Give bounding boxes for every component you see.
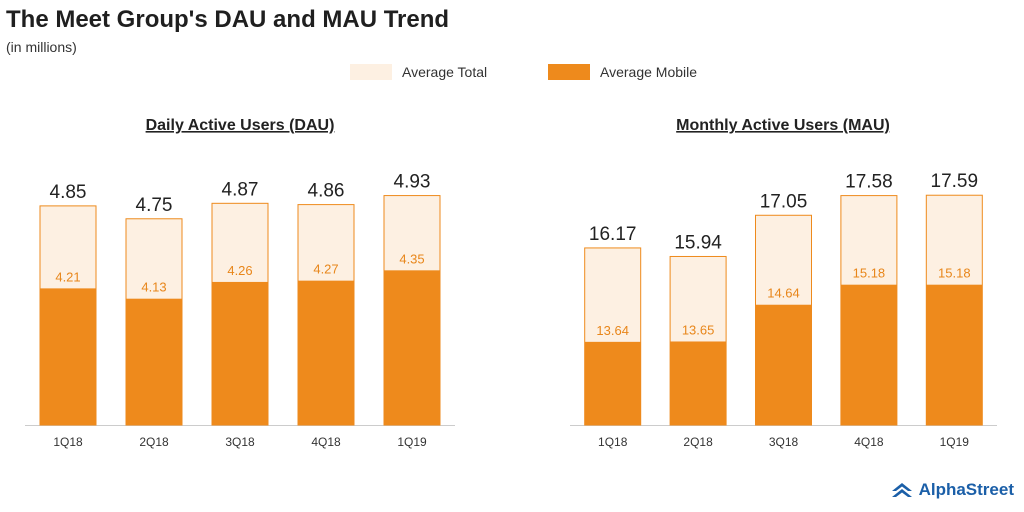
legend-item-mobile: Average Mobile — [548, 64, 697, 80]
x-tick-label: 1Q19 — [397, 435, 427, 449]
data-label-total: 4.93 — [394, 172, 431, 193]
bar-mobile — [840, 284, 897, 425]
data-label-total: 4.85 — [50, 182, 87, 203]
brand-logo: AlphaStreet — [891, 480, 1014, 500]
x-tick-label: 2Q18 — [683, 435, 713, 449]
bar-mobile — [926, 284, 983, 425]
data-label-total: 17.05 — [760, 191, 808, 212]
bar-mobile — [755, 304, 812, 425]
legend-item-total: Average Total — [350, 64, 487, 80]
data-label-mobile: 14.64 — [767, 286, 800, 301]
bar-mobile — [384, 270, 440, 425]
bar-mobile — [584, 341, 641, 425]
x-tick-label: 1Q19 — [940, 435, 970, 449]
bar-mobile — [126, 298, 182, 425]
data-label-total: 15.94 — [674, 232, 722, 253]
legend: Average Total Average Mobile — [0, 64, 1024, 86]
alphastreet-logo-icon — [891, 483, 912, 497]
data-label-mobile: 4.21 — [55, 269, 80, 284]
bar-mobile — [212, 281, 268, 425]
x-tick-label: 3Q18 — [769, 435, 799, 449]
data-label-total: 17.58 — [845, 172, 893, 193]
data-label-mobile: 13.64 — [596, 323, 629, 338]
bar-mobile — [40, 288, 96, 425]
subchart-title-0: Daily Active Users (DAU) — [146, 117, 335, 134]
data-label-mobile: 4.13 — [141, 280, 166, 295]
data-label-mobile: 4.27 — [313, 262, 338, 277]
x-tick-label: 4Q18 — [854, 435, 884, 449]
data-label-total: 4.87 — [222, 179, 259, 200]
chart-subtitle: (in millions) — [6, 39, 77, 55]
data-label-total: 17.59 — [931, 171, 979, 192]
data-label-mobile: 4.35 — [399, 251, 424, 266]
x-tick-label: 4Q18 — [311, 435, 341, 449]
bar-mobile — [670, 341, 727, 425]
x-tick-label: 3Q18 — [225, 435, 255, 449]
chart-title: The Meet Group's DAU and MAU Trend — [6, 6, 450, 33]
legend-label-mobile: Average Mobile — [600, 64, 698, 80]
legend-label-total: Average Total — [402, 64, 488, 80]
data-label-total: 4.75 — [136, 195, 173, 216]
data-label-mobile: 13.65 — [682, 322, 715, 337]
legend-swatch-mobile — [548, 64, 590, 80]
x-tick-label: 1Q18 — [598, 435, 628, 449]
data-label-total: 4.86 — [308, 181, 345, 202]
subchart-title-1: Monthly Active Users (MAU) — [676, 117, 890, 134]
legend-swatch-total — [350, 64, 392, 80]
data-label-total: 16.17 — [589, 224, 637, 245]
data-label-mobile: 4.26 — [227, 263, 252, 278]
brand-name: AlphaStreet — [918, 480, 1014, 499]
data-label-mobile: 15.18 — [938, 266, 971, 281]
x-tick-label: 2Q18 — [139, 435, 169, 449]
bar-mobile — [298, 280, 354, 425]
x-tick-label: 1Q18 — [53, 435, 83, 449]
data-label-mobile: 15.18 — [853, 266, 886, 281]
